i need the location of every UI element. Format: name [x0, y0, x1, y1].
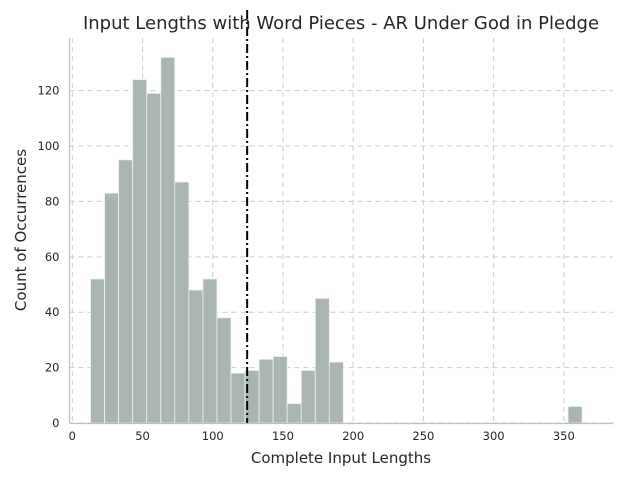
histogram-bar: [160, 56, 176, 424]
y-tick-label: 20: [45, 361, 60, 375]
histogram-bar: [146, 92, 162, 424]
histogram-bar: [104, 192, 120, 424]
x-axis-label: Complete Input Lengths: [251, 449, 431, 467]
y-tick-label: 60: [45, 250, 60, 264]
x-tick-label: 0: [69, 429, 76, 443]
y-tick-label: 100: [38, 139, 60, 153]
x-tick-label: 200: [342, 429, 364, 443]
chart-title: Input Lengths with Word Pieces - AR Unde…: [83, 13, 599, 34]
x-tick-label: 300: [483, 429, 505, 443]
y-axis-label: Count of Occurrences: [12, 149, 30, 311]
histogram-bar: [567, 405, 583, 424]
histogram-bar: [118, 159, 134, 424]
x-tick-label: 50: [135, 429, 150, 443]
y-tick-label: 80: [45, 194, 60, 208]
axes: [68, 38, 613, 425]
histogram-bar: [174, 181, 190, 424]
histogram-bar: [90, 278, 106, 424]
histogram-bar: [216, 317, 232, 424]
x-tick-label: 250: [412, 429, 434, 443]
histogram-bar: [230, 372, 246, 424]
y-tick-label: 120: [38, 84, 60, 98]
y-tick-label: 0: [52, 416, 59, 430]
histogram-bar: [286, 403, 302, 424]
x-tick-label: 100: [202, 429, 224, 443]
histogram-bar: [328, 361, 344, 424]
histogram-bar: [300, 369, 316, 424]
x-tick-labels: 0 50 100 150 200 250 300 350: [69, 429, 575, 443]
y-tick-labels: 0 20 40 60 80 100 120: [38, 84, 60, 430]
histogram-bar: [132, 79, 148, 424]
histogram-bar: [188, 289, 204, 424]
y-tick-label: 40: [45, 305, 60, 319]
histogram-bar: [272, 356, 288, 424]
histogram-bar: [202, 278, 218, 424]
bars: [90, 56, 583, 424]
x-tick-label: 150: [272, 429, 294, 443]
histogram-bar: [258, 358, 274, 424]
histogram-bar: [314, 297, 330, 424]
x-tick-label: 350: [553, 429, 575, 443]
